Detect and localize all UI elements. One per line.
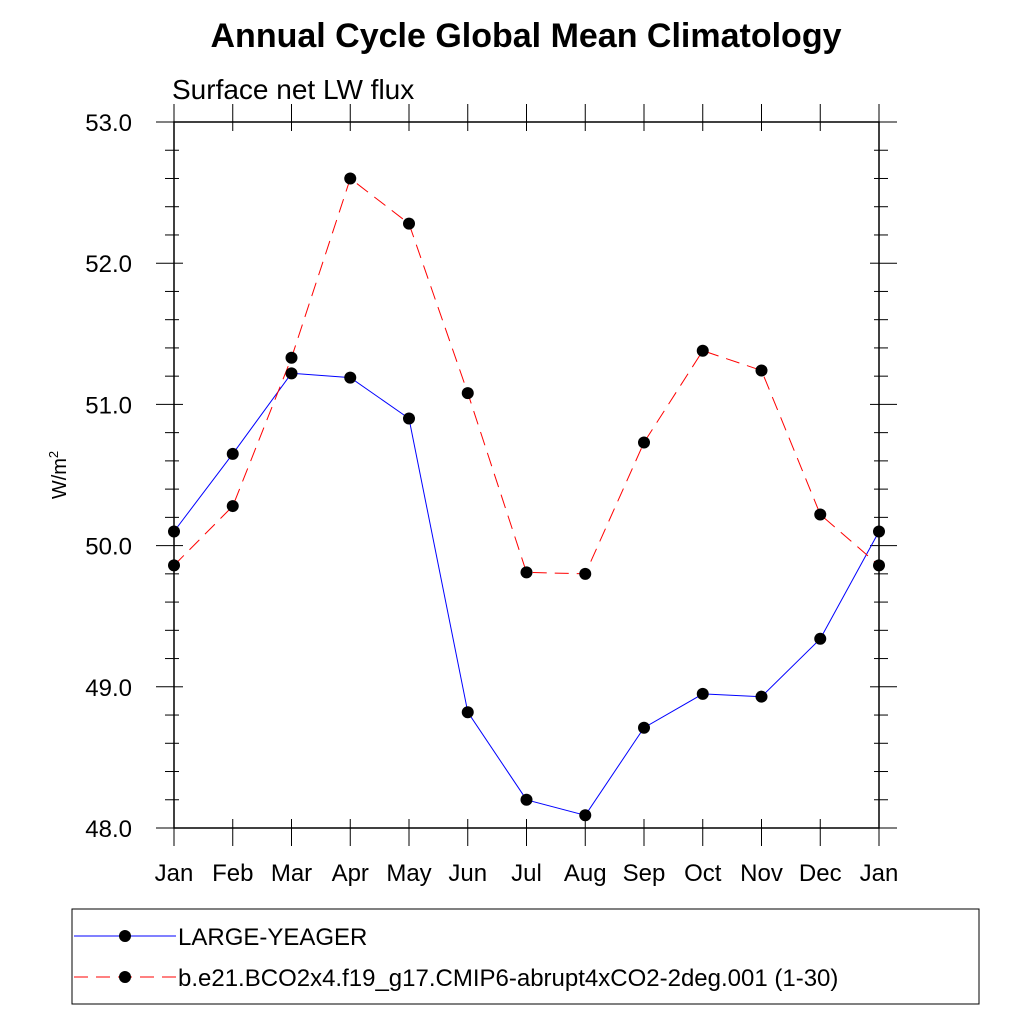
y-tick-label: 52.0	[85, 251, 132, 278]
series-1-point-jul	[520, 566, 533, 579]
legend-marker-large-yeager	[119, 930, 131, 942]
legend-marker-bco2x4	[119, 971, 131, 983]
x-tick-label-jan: Jan	[860, 860, 899, 887]
series-1-point-nov	[755, 364, 768, 377]
x-tick-label-apr: Apr	[332, 860, 369, 887]
series-1-point-may	[403, 217, 415, 230]
y-tick-label: 53.0	[85, 110, 132, 137]
series-0-point-sep	[638, 721, 650, 734]
x-tick-label-feb: Feb	[212, 860, 253, 887]
legend-label-large-yeager: LARGE-YEAGER	[178, 924, 367, 951]
series-0-point-dec	[814, 632, 827, 645]
series-0-point-may	[403, 412, 415, 425]
series-0-point-oct	[696, 687, 709, 700]
series-1-point-sep	[638, 436, 650, 449]
chart-subtitle: Surface net LW flux	[172, 74, 414, 105]
plot-frame	[173, 121, 880, 829]
series-1-point-apr	[344, 172, 357, 185]
series-1-point-oct	[696, 344, 709, 357]
x-tick-label-jul: Jul	[511, 860, 542, 887]
x-tick-label-aug: Aug	[564, 860, 607, 887]
series-0-point-jan	[873, 525, 885, 538]
series-line-0	[173, 372, 880, 816]
series-0-point-apr	[344, 371, 357, 384]
x-tick-label-nov: Nov	[740, 860, 783, 887]
series-line-1	[173, 177, 880, 575]
x-tick-label-mar: Mar	[271, 860, 312, 887]
series-0-point-mar	[285, 367, 298, 380]
y-axis-label-exponent: 2	[46, 451, 61, 458]
legend: LARGE-YEAGER b.e21.BCO2x4.f19_g17.CMIP6-…	[71, 908, 980, 1005]
series-0-point-aug	[579, 809, 592, 822]
series-1-point-mar	[285, 351, 298, 364]
series-0-point-jul	[520, 793, 533, 806]
series-1-point-jan	[168, 559, 180, 572]
x-tick-label-jun: Jun	[448, 860, 487, 887]
legend-box	[71, 908, 980, 1005]
series-1-point-aug	[579, 567, 592, 580]
series-1-point-jan	[873, 559, 885, 572]
svg-text:W/m2: W/m2	[46, 451, 71, 499]
y-tick-label: 49.0	[85, 675, 132, 702]
legend-label-bco2x4: b.e21.BCO2x4.f19_g17.CMIP6-abrupt4xCO2-2…	[178, 965, 838, 992]
y-axis-label: W/m2	[46, 451, 71, 499]
x-tick-label-oct: Oct	[684, 860, 722, 887]
y-tick-label: 48.0	[85, 816, 132, 843]
series-0-point-nov	[755, 690, 768, 703]
x-tick-label-may: May	[386, 860, 431, 887]
x-tick-label-sep: Sep	[623, 860, 666, 887]
y-tick-label: 51.0	[85, 392, 132, 419]
series-0-point-jun	[461, 706, 474, 719]
series-0-point-feb	[226, 447, 239, 460]
x-tick-label-dec: Dec	[799, 860, 842, 887]
y-tick-label: 50.0	[85, 534, 132, 561]
chart-title: Annual Cycle Global Mean Climatology	[211, 17, 842, 55]
series-0-point-jan	[168, 525, 180, 538]
series-1-point-feb	[226, 500, 239, 513]
series-1-point-dec	[814, 508, 827, 521]
x-tick-label-jan: Jan	[155, 860, 194, 887]
series-1-point-jun	[461, 387, 474, 400]
y-axis-label-unit: W/m	[49, 458, 71, 499]
